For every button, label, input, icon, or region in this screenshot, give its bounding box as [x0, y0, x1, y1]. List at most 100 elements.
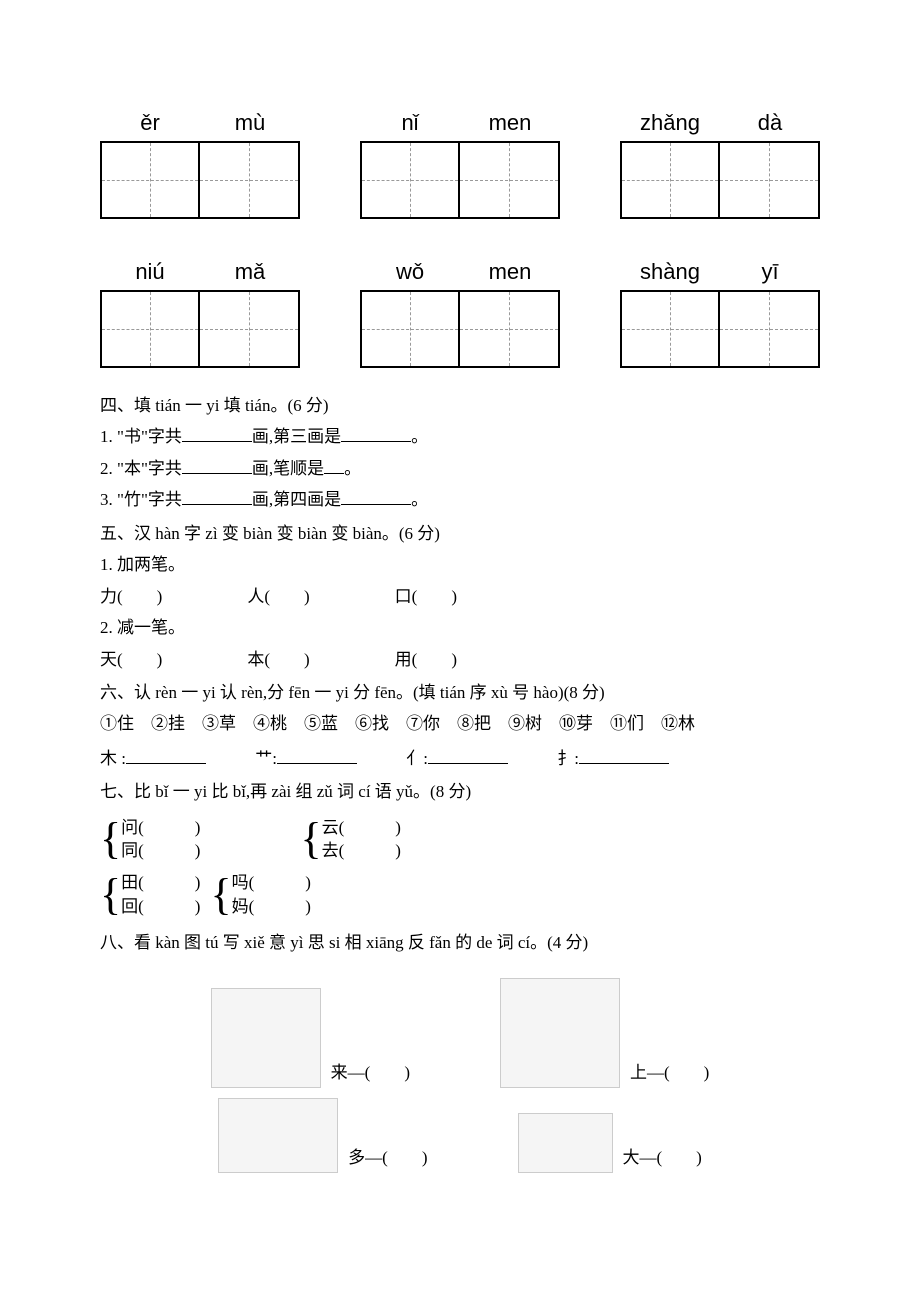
pinyin-label: shàng	[620, 259, 720, 285]
apples-image	[518, 1113, 613, 1173]
q8-row-2: 多—( ) 大—( )	[100, 1098, 820, 1173]
pinyin-label: mù	[200, 110, 300, 136]
char-box-pair[interactable]	[100, 141, 300, 219]
pinyin-group: ěr mù	[100, 110, 300, 219]
pinyin-group: shàng yī	[620, 259, 820, 368]
radical-label: 木 :	[100, 749, 126, 768]
pinyin-label: dà	[720, 110, 820, 136]
img-item: 来—( )	[211, 988, 410, 1088]
pinyin-row-2: niú mǎ wǒ men shàng yī	[100, 259, 820, 368]
pinyin-label: yī	[720, 259, 820, 285]
img-label[interactable]: 上—( )	[630, 1057, 709, 1088]
pinyin-labels: nǐ men	[360, 110, 560, 136]
q5-row-2: 天( ) 本( ) 用( )	[100, 644, 820, 675]
pinyin-label: wǒ	[360, 259, 460, 285]
pair-item[interactable]: 云( )	[322, 816, 401, 840]
blank[interactable]	[182, 489, 252, 505]
stairs-image	[500, 978, 620, 1088]
char-box[interactable]	[200, 292, 298, 366]
pinyin-row-1: ěr mù nǐ men zhǎng dà	[100, 110, 820, 219]
bracket-content: 吗( ) 妈( )	[232, 871, 311, 919]
blank[interactable]	[324, 458, 344, 474]
q5-row-1: 力( ) 人( ) 口( )	[100, 581, 820, 612]
char-box[interactable]	[460, 292, 558, 366]
blank[interactable]	[126, 748, 206, 764]
char-box[interactable]	[622, 292, 720, 366]
pinyin-label: men	[460, 259, 560, 285]
q4-text: 画,第三画是	[252, 427, 341, 446]
char-box[interactable]	[720, 143, 818, 217]
char-box[interactable]	[362, 292, 460, 366]
radical-label: 扌:	[557, 749, 579, 768]
q4-line-2: 2. "本"字共画,笔顺是。	[100, 453, 820, 484]
bracket-group: { 田( ) 回( )	[100, 871, 200, 919]
q5-item[interactable]: 口( )	[395, 581, 457, 612]
q8-row-1: 来—( ) 上—( )	[100, 978, 820, 1088]
pinyin-label: ěr	[100, 110, 200, 136]
img-item: 上—( )	[500, 978, 709, 1088]
pair-item[interactable]: 去( )	[322, 839, 401, 863]
pair-item[interactable]: 妈( )	[232, 895, 311, 919]
char-box-pair[interactable]	[360, 141, 560, 219]
blank[interactable]	[341, 426, 411, 442]
pair-item[interactable]: 回( )	[121, 895, 200, 919]
question-7: 七、比 bǐ 一 yi 比 bǐ,再 zài 组 zǔ 词 cí 语 yǔ。(8…	[100, 776, 820, 919]
q4-line-1: 1. "书"字共 画,第三画是 。	[100, 421, 820, 452]
blank[interactable]	[428, 748, 508, 764]
char-box-pair[interactable]	[100, 290, 300, 368]
img-item: 大—( )	[518, 1113, 702, 1173]
blank[interactable]	[182, 458, 252, 474]
pair-item[interactable]: 问( )	[121, 816, 200, 840]
pinyin-labels: niú mǎ	[100, 259, 300, 285]
q7-title: 七、比 bǐ 一 yi 比 bǐ,再 zài 组 zǔ 词 cí 语 yǔ。(8…	[100, 776, 820, 807]
pinyin-labels: zhǎng dà	[620, 110, 820, 136]
blank[interactable]	[277, 748, 357, 764]
bracket-content: 田( ) 回( )	[121, 871, 200, 919]
q5-title: 五、汉 hàn 字 zì 变 biàn 变 biàn 变 biàn。(6 分)	[100, 518, 820, 549]
radical-label: 艹:	[255, 749, 277, 768]
blank[interactable]	[182, 426, 252, 442]
char-box[interactable]	[200, 143, 298, 217]
char-box[interactable]	[720, 292, 818, 366]
img-label[interactable]: 多—( )	[348, 1142, 427, 1173]
question-8: 八、看 kàn 图 tú 写 xiě 意 yì 思 si 相 xiāng 反 f…	[100, 927, 820, 1173]
pinyin-group: niú mǎ	[100, 259, 300, 368]
char-box-pair[interactable]	[360, 290, 560, 368]
q5-item[interactable]: 本( )	[247, 644, 309, 675]
q5-item[interactable]: 用( )	[395, 644, 457, 675]
char-box-pair[interactable]	[620, 290, 820, 368]
img-label[interactable]: 来—( )	[331, 1057, 410, 1088]
q4-text: 画,第四画是	[252, 490, 341, 509]
q6-chars: ①住 ②挂 ③草 ④桃 ⑤蓝 ⑥找 ⑦你 ⑧把 ⑨树 ⑩芽 ⑪们 ⑫林	[100, 708, 820, 739]
pair-item[interactable]: 同( )	[121, 839, 200, 863]
img-item: 多—( )	[218, 1098, 427, 1173]
q4-text: 3. "竹"字共	[100, 490, 182, 509]
radical-group: 艹:	[255, 743, 357, 774]
blank[interactable]	[579, 748, 669, 764]
char-box[interactable]	[362, 143, 460, 217]
char-box[interactable]	[102, 292, 200, 366]
question-4: 四、填 tián 一 yi 填 tián。(6 分) 1. "书"字共画,第三画…	[100, 390, 820, 516]
char-box[interactable]	[622, 143, 720, 217]
img-label[interactable]: 大—( )	[623, 1142, 702, 1173]
q5-item[interactable]: 力( )	[100, 581, 162, 612]
pair-item[interactable]: 吗( )	[232, 871, 311, 895]
pair-item[interactable]: 田( )	[121, 871, 200, 895]
pinyin-label: nǐ	[360, 110, 460, 136]
char-box[interactable]	[460, 143, 558, 217]
q5-item[interactable]: 天( )	[100, 644, 162, 675]
brace-icon: {	[100, 873, 121, 917]
q6-radicals: 木 : 艹: 亻: 扌:	[100, 743, 820, 774]
bracket-content: 云( ) 去( )	[322, 816, 401, 864]
blank[interactable]	[341, 489, 411, 505]
students-walking-image	[211, 988, 321, 1088]
char-box[interactable]	[102, 143, 200, 217]
q4-text: 。	[411, 427, 428, 446]
radical-group: 扌:	[557, 743, 669, 774]
char-box-pair[interactable]	[620, 141, 820, 219]
bracket-group: { 吗( ) 妈( )	[210, 871, 310, 919]
question-6: 六、认 rèn 一 yi 认 rèn,分 fēn 一 yi 分 fēn。(填 t…	[100, 677, 820, 774]
q5-item[interactable]: 人( )	[247, 581, 309, 612]
q4-text: 1. "书"字共	[100, 427, 182, 446]
pinyin-label: niú	[100, 259, 200, 285]
